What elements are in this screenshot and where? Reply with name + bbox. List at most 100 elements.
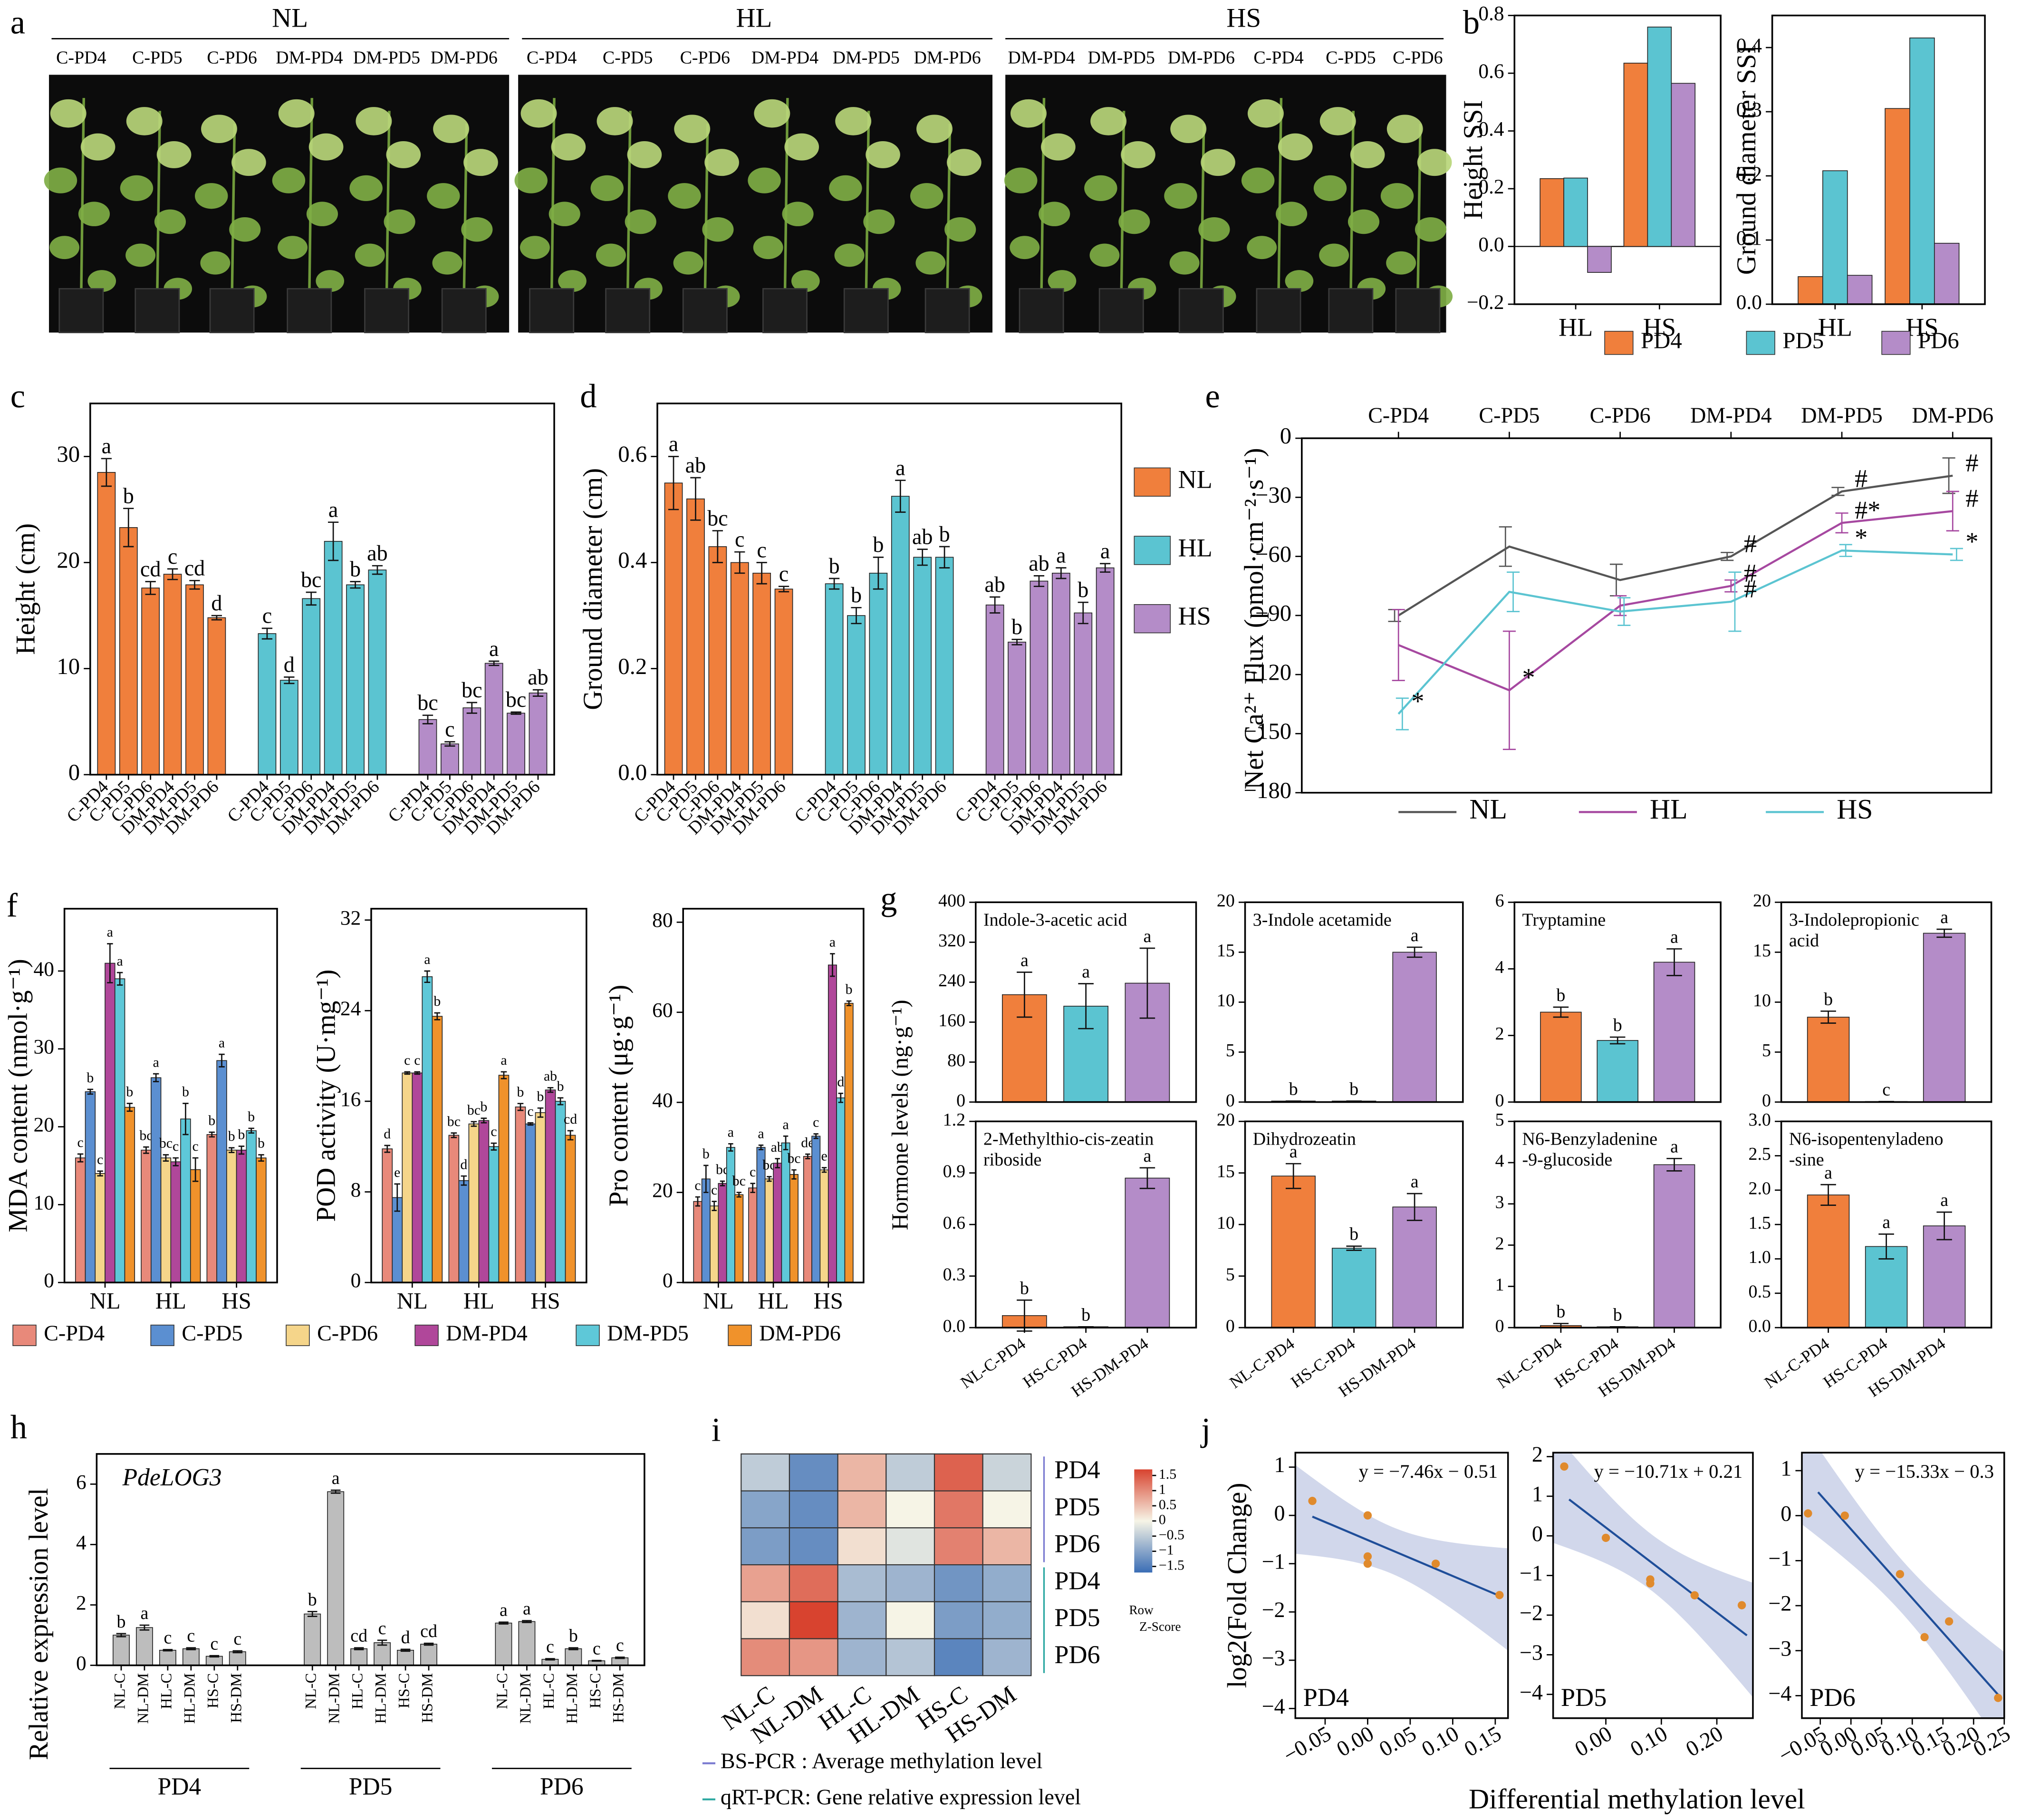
significance-letter: bc	[159, 1136, 173, 1151]
x-tick-label: HS-C	[396, 1673, 413, 1708]
significance-letter: e	[821, 1148, 827, 1164]
error-bar	[895, 480, 906, 513]
leaf	[1247, 236, 1277, 260]
bar	[764, 1178, 774, 1283]
chart-title: Indole-3-acetic acid	[983, 910, 1127, 930]
legend-label: HL	[1650, 793, 1688, 825]
plot-frame	[1513, 901, 1722, 1103]
significance-letter: d	[460, 1156, 467, 1172]
heat-cell	[885, 1453, 935, 1492]
bar	[515, 1107, 526, 1283]
panel-letter: g	[880, 880, 897, 917]
significance-letter: b	[846, 982, 853, 997]
y-tick-label: 5	[1226, 1264, 1235, 1284]
panel-name: PD6	[1809, 1683, 1855, 1712]
significance-letter: bc	[417, 691, 438, 715]
x-tick-label: HL-C	[540, 1673, 558, 1709]
plant-label: C-PD4	[527, 48, 577, 67]
y-tick-label: 20	[57, 548, 80, 573]
colorbar-tick-label: 1.5	[1159, 1466, 1176, 1482]
leaf	[704, 149, 739, 176]
fit-equation: y = −7.46x − 0.51	[1359, 1461, 1498, 1482]
heat-cell	[789, 1490, 838, 1529]
x-tick-label: NL	[397, 1288, 428, 1314]
bar	[324, 541, 343, 775]
stem	[626, 111, 632, 294]
y-tick-label: 0	[1226, 1090, 1235, 1110]
leaf	[1048, 270, 1077, 292]
y-axis-label: Height (cm)	[11, 523, 41, 655]
x-tick-label: 0.15	[1460, 1721, 1505, 1761]
significance-letter: b	[1824, 989, 1833, 1009]
error-bar	[327, 521, 339, 561]
point	[1804, 1509, 1812, 1518]
error-bar	[767, 1176, 772, 1182]
fit-equation: y = −10.71x + 0.21	[1594, 1461, 1743, 1482]
significance-letter: b	[308, 1590, 317, 1610]
error-bar	[126, 1103, 133, 1112]
pot	[209, 288, 255, 333]
heat-cell	[789, 1638, 838, 1676]
bar	[1934, 242, 1960, 305]
leaf	[463, 149, 498, 176]
y-tick-label: 0	[1274, 1501, 1285, 1525]
leaf	[1039, 202, 1070, 226]
x-tick-label: HL	[155, 1288, 186, 1314]
y-tick-label: 0.2	[1478, 175, 1504, 198]
leaf	[625, 209, 656, 234]
error-bar	[712, 1201, 717, 1211]
y-axis-label: Relative expression level	[24, 1488, 54, 1760]
colorbar-tick-label: 0	[1159, 1512, 1166, 1528]
significance-letter: c	[378, 1618, 386, 1638]
heat-cell	[885, 1564, 935, 1602]
error-bar	[258, 1154, 264, 1162]
y-tick-label: 20	[34, 1113, 54, 1136]
y-tick-label: 0.6	[1478, 60, 1504, 83]
plant-label: C-PD4	[1253, 48, 1303, 67]
legend-swatch	[1134, 536, 1171, 565]
bar	[75, 1157, 86, 1283]
legend-label: NL	[1178, 465, 1213, 494]
y-tick-label: −1	[1262, 1549, 1285, 1573]
y-tick-label: 5	[1762, 1040, 1771, 1060]
significance-letter: a	[1020, 950, 1029, 970]
leaf	[126, 107, 163, 135]
error-bar	[1942, 457, 1955, 494]
leaf	[201, 115, 237, 144]
x-tick-label: C-PD6	[1590, 403, 1651, 427]
bar	[529, 693, 548, 775]
x-tick-label: HS-C	[204, 1673, 221, 1708]
y-tick-label: 400	[938, 891, 965, 911]
stem	[1349, 111, 1355, 294]
plant-label: C-PD6	[680, 48, 730, 67]
leaf	[1313, 175, 1347, 202]
error-bar	[527, 1122, 534, 1126]
error-bar	[805, 1153, 810, 1159]
y-tick-label: 2	[76, 1591, 87, 1614]
bar	[819, 1169, 829, 1283]
bar	[97, 472, 116, 775]
bar	[382, 1148, 393, 1283]
leaf	[1040, 133, 1076, 161]
y-tick-label: 15	[1217, 941, 1235, 961]
leaf	[1380, 183, 1414, 209]
y-tick-label: 0.0	[1478, 233, 1504, 256]
significance-letter: c	[414, 1052, 420, 1068]
significance-letter: ab	[984, 572, 1005, 597]
bar	[205, 1656, 223, 1666]
y-axis-label: Ground diameter (cm)	[578, 468, 608, 710]
significance-letter: b	[1613, 1305, 1622, 1325]
y-tick-label: 20	[1217, 891, 1235, 911]
chart-title: -9-glucoside	[1522, 1150, 1613, 1170]
heat-cell	[934, 1638, 983, 1676]
error-bar	[229, 1147, 235, 1153]
plant-label: DM-PD4	[751, 48, 818, 67]
y-tick-label: 20	[652, 1179, 673, 1202]
bar	[935, 557, 954, 775]
bar	[182, 1648, 200, 1666]
x-tick-label: 0.00	[1332, 1721, 1377, 1761]
error-bar	[1617, 597, 1631, 626]
leaf	[231, 149, 266, 176]
point	[1944, 1617, 1954, 1626]
error-bar	[813, 1133, 818, 1139]
